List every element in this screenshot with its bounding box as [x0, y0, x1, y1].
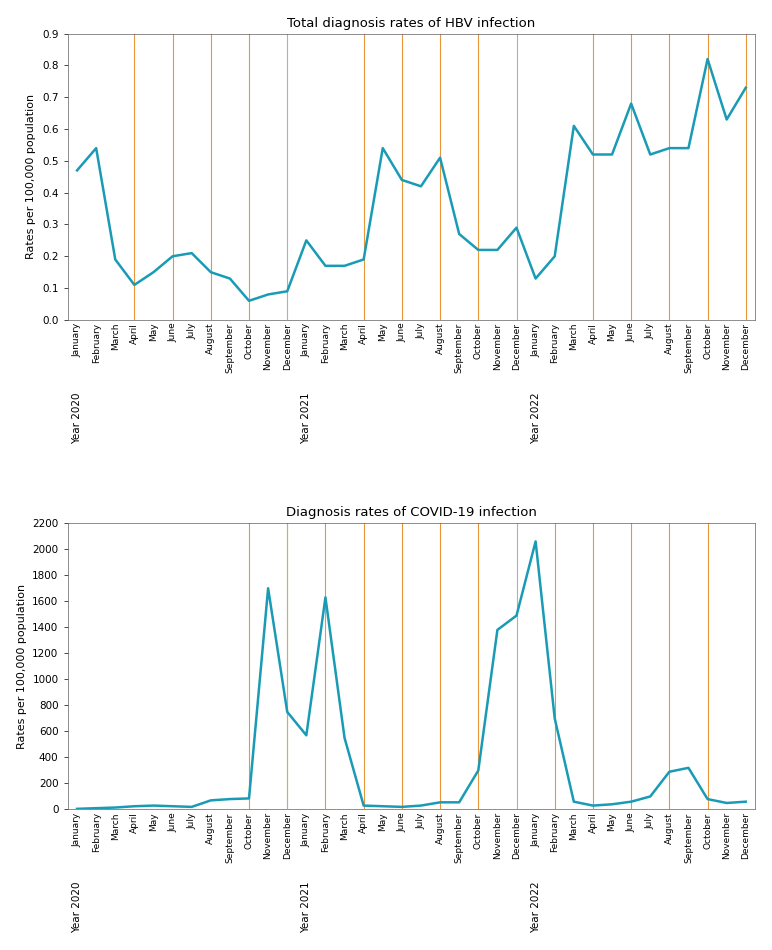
Title: Total diagnosis rates of HBV infection: Total diagnosis rates of HBV infection: [287, 17, 536, 29]
Text: Year 2021: Year 2021: [301, 882, 311, 933]
Text: Year 2020: Year 2020: [72, 882, 82, 933]
Text: Year 2022: Year 2022: [530, 392, 540, 444]
Text: Year 2020: Year 2020: [72, 392, 82, 444]
Y-axis label: Rates per 100,000 population: Rates per 100,000 population: [17, 584, 27, 749]
Title: Diagnosis rates of COVID-19 infection: Diagnosis rates of COVID-19 infection: [286, 506, 537, 520]
Y-axis label: Rates per 100,000 population: Rates per 100,000 population: [26, 94, 36, 259]
Text: Year 2021: Year 2021: [301, 392, 311, 444]
Text: Year 2022: Year 2022: [530, 882, 540, 933]
